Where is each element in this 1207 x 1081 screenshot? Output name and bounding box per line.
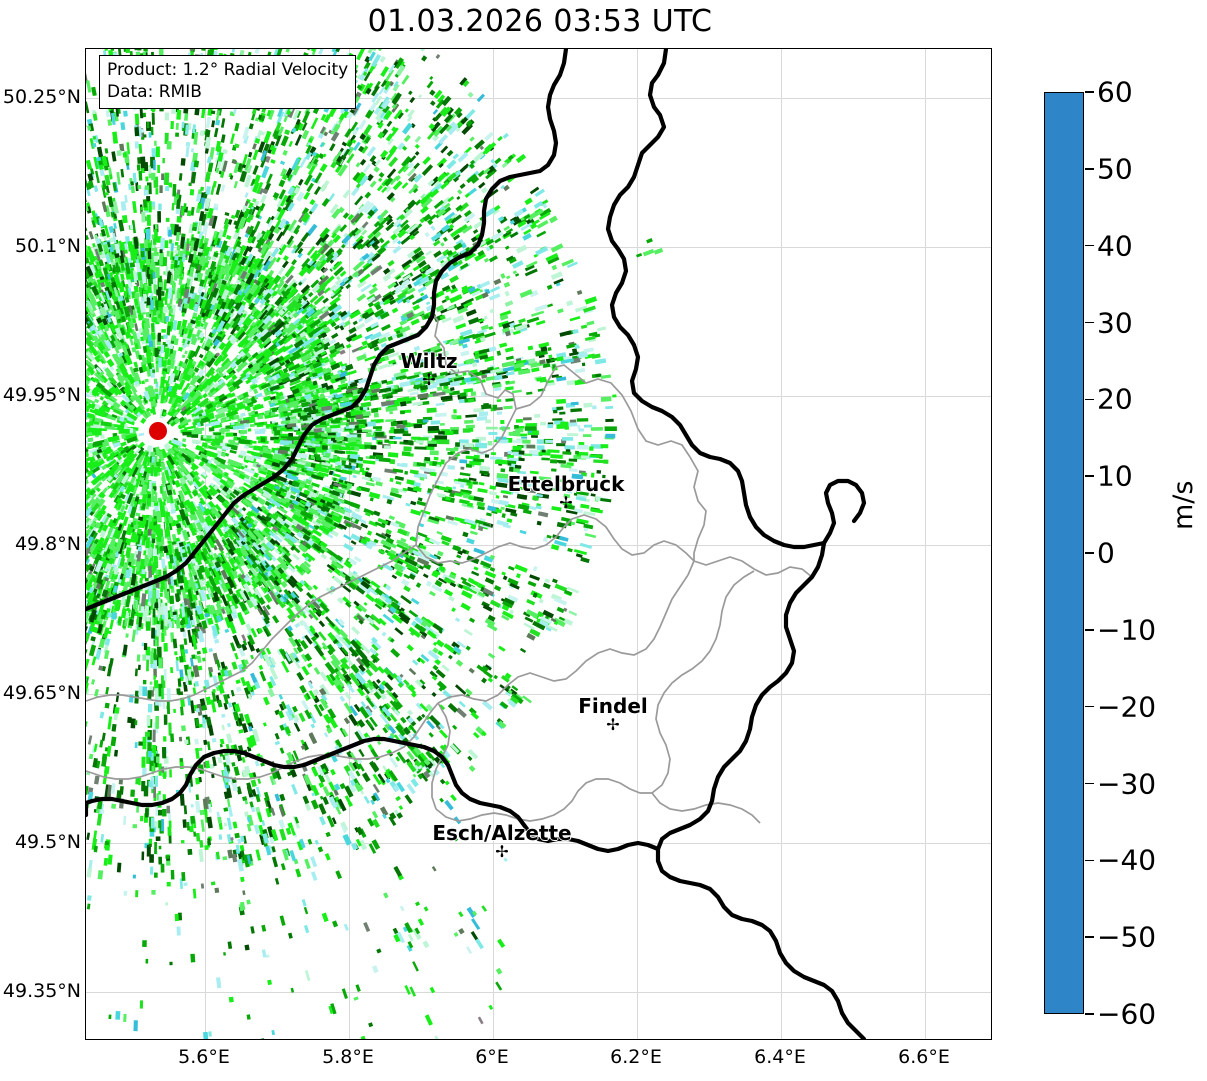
city-label-ettelbruck: Ettelbruck ✢ — [507, 472, 625, 512]
gridline-vertical — [925, 49, 926, 1039]
y-tick-label: 49.95°N — [2, 384, 81, 406]
colorbar-tick-label: −20 — [1097, 690, 1157, 724]
colorbar-unit-label: m/s — [1168, 480, 1199, 530]
gridline-horizontal — [86, 992, 991, 993]
administrative-boundaries — [86, 310, 813, 824]
city-label-wiltz: Wiltz ✢ — [400, 349, 458, 389]
y-tick-label: 49.35°N — [2, 980, 81, 1002]
y-tick-label: 50.25°N — [2, 86, 81, 108]
x-tick-label: 6.4°E — [754, 1046, 806, 1068]
x-tick-label: 6°E — [475, 1046, 509, 1068]
gridline-horizontal — [86, 396, 991, 397]
city-name: Findel — [578, 694, 648, 718]
x-axis-tick — [492, 1039, 493, 1040]
city-name: Ettelbruck — [507, 472, 625, 496]
colorbar-tick-label: 60 — [1097, 75, 1133, 109]
colorbar-tick-label: 0 — [1097, 536, 1115, 570]
colorbar-tick — [1085, 168, 1094, 170]
gridline-vertical — [349, 49, 350, 1039]
y-tick-label: 49.65°N — [2, 682, 81, 704]
gridline-horizontal — [86, 247, 991, 248]
colorbar-tick-label: 50 — [1097, 152, 1133, 186]
city-marker-icon: ✢ — [606, 715, 620, 734]
y-tick-label: 49.5°N — [14, 831, 81, 853]
colorbar-tick — [1085, 91, 1094, 93]
radar-site-marker — [144, 420, 170, 446]
x-axis-tick — [924, 1039, 925, 1040]
colorbar-tick-label: −50 — [1097, 920, 1157, 954]
colorbar-tick-label: 40 — [1097, 229, 1133, 263]
city-name: Esch/Alzette — [432, 821, 572, 845]
gridline-horizontal — [86, 545, 991, 546]
city-label-findel: Findel ✢ — [578, 694, 648, 734]
city-marker-icon: ✢ — [495, 842, 509, 861]
colorbar-tick-label: −30 — [1097, 767, 1157, 800]
gridline-vertical — [493, 49, 494, 1039]
colorbar-tick — [1085, 398, 1094, 401]
y-axis-tick — [85, 842, 86, 843]
colorbar-tick — [1085, 782, 1094, 785]
map-layer — [86, 49, 991, 1039]
x-axis-tick — [780, 1039, 781, 1040]
y-axis-tick — [85, 693, 86, 694]
x-tick-label: 5.6°E — [178, 1046, 230, 1068]
colorbar-tick-label: −60 — [1097, 997, 1157, 1031]
product-info-box: Product: 1.2° Radial Velocity Data: RMIB — [99, 55, 357, 109]
colorbar-tick — [1085, 475, 1094, 477]
gridline-horizontal — [86, 843, 991, 844]
colorbar-tick-label: 30 — [1097, 306, 1133, 339]
colorbar-tick — [1085, 321, 1094, 324]
colorbar-tick — [1085, 1013, 1094, 1015]
national-borders — [86, 49, 867, 1039]
city-marker-icon: ✢ — [422, 370, 436, 389]
colorbar-tick — [1085, 936, 1094, 938]
colorbar-tick-label: −10 — [1097, 613, 1157, 647]
colorbar-tick — [1085, 629, 1094, 631]
colorbar[interactable] — [1044, 92, 1084, 1014]
colorbar-tick-label: −40 — [1097, 843, 1157, 877]
x-axis-tick — [636, 1039, 637, 1040]
y-tick-label: 50.1°N — [14, 235, 81, 257]
y-axis-tick — [85, 991, 86, 992]
x-tick-label: 6.2°E — [610, 1046, 662, 1068]
radar-echo-field — [86, 49, 664, 1039]
y-tick-label: 49.8°N — [14, 533, 81, 555]
colorbar-tick-label: 10 — [1097, 459, 1133, 493]
radar-map-axes[interactable]: Wiltz ✢ Ettelbruck ✢ Findel ✢ Esch/Alzet… — [85, 48, 992, 1040]
colorbar-tick — [1085, 705, 1094, 708]
y-axis-tick — [85, 544, 86, 545]
gridline-vertical — [637, 49, 638, 1039]
city-name: Wiltz — [400, 349, 458, 373]
x-tick-label: 6.6°E — [898, 1046, 950, 1068]
city-label-esch-alzette: Esch/Alzette ✢ — [432, 821, 572, 861]
colorbar-gradient — [1045, 93, 1083, 1013]
city-marker-icon: ✢ — [559, 493, 573, 512]
y-axis-tick — [85, 97, 86, 98]
gridline-horizontal — [86, 694, 991, 695]
x-axis-tick — [204, 1039, 205, 1040]
x-tick-label: 5.8°E — [322, 1046, 374, 1068]
y-axis-tick — [85, 246, 86, 247]
y-axis-tick — [85, 395, 86, 396]
gridline-horizontal — [86, 98, 991, 99]
data-source-line: Data: RMIB — [107, 82, 202, 103]
x-axis-tick — [348, 1039, 349, 1040]
colorbar-tick — [1085, 859, 1094, 862]
colorbar-tick — [1085, 244, 1094, 247]
colorbar-tick-label: 20 — [1097, 382, 1133, 416]
product-line: Product: 1.2° Radial Velocity — [107, 60, 349, 80]
page-title: 01.03.2026 03:53 UTC — [367, 4, 713, 39]
colorbar-tick — [1085, 552, 1094, 554]
